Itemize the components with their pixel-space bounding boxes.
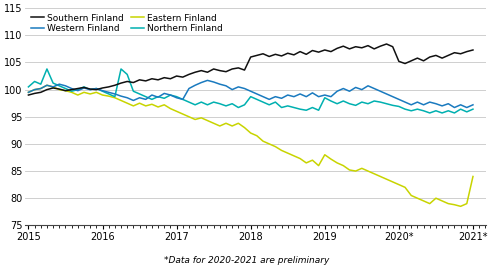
Eastern Finland <box>130 104 136 108</box>
Eastern Finland <box>180 112 186 116</box>
Western Finland <box>433 102 439 105</box>
Western Finland <box>402 100 408 104</box>
Northern Finland <box>439 111 445 114</box>
Northern Finland <box>26 85 32 89</box>
Line: Northern Finland: Northern Finland <box>29 69 473 113</box>
Western Finland <box>254 92 260 96</box>
Eastern Finland <box>457 205 463 208</box>
Southern Finland <box>173 74 179 78</box>
Northern Finland <box>180 98 186 101</box>
Legend: Southern Finland, Western Finland, Eastern Finland, Northern Finland: Southern Finland, Western Finland, Easte… <box>30 13 224 34</box>
Western Finland <box>470 103 476 107</box>
Southern Finland <box>470 48 476 52</box>
Western Finland <box>414 100 420 104</box>
Eastern Finland <box>470 175 476 178</box>
Eastern Finland <box>414 197 420 200</box>
Northern Finland <box>44 67 50 70</box>
Southern Finland <box>433 54 439 57</box>
Text: *Data for 2020-2021 are preliminary: *Data for 2020-2021 are preliminary <box>165 256 329 265</box>
Western Finland <box>173 96 179 99</box>
Northern Finland <box>470 108 476 111</box>
Western Finland <box>26 91 32 94</box>
Line: Eastern Finland: Eastern Finland <box>29 85 473 206</box>
Southern Finland <box>26 94 32 97</box>
Line: Western Finland: Western Finland <box>29 80 473 108</box>
Western Finland <box>124 96 130 99</box>
Eastern Finland <box>26 91 32 94</box>
Western Finland <box>205 79 210 82</box>
Southern Finland <box>414 56 420 60</box>
Northern Finland <box>427 111 433 114</box>
Eastern Finland <box>44 84 50 87</box>
Eastern Finland <box>433 197 439 200</box>
Northern Finland <box>130 90 136 93</box>
Southern Finland <box>124 80 130 83</box>
Southern Finland <box>247 55 253 59</box>
Northern Finland <box>414 108 420 111</box>
Southern Finland <box>383 42 389 46</box>
Eastern Finland <box>402 186 408 189</box>
Southern Finland <box>402 62 408 65</box>
Northern Finland <box>254 98 260 101</box>
Northern Finland <box>402 108 408 111</box>
Western Finland <box>452 106 457 109</box>
Line: Southern Finland: Southern Finland <box>29 44 473 95</box>
Eastern Finland <box>254 134 260 137</box>
